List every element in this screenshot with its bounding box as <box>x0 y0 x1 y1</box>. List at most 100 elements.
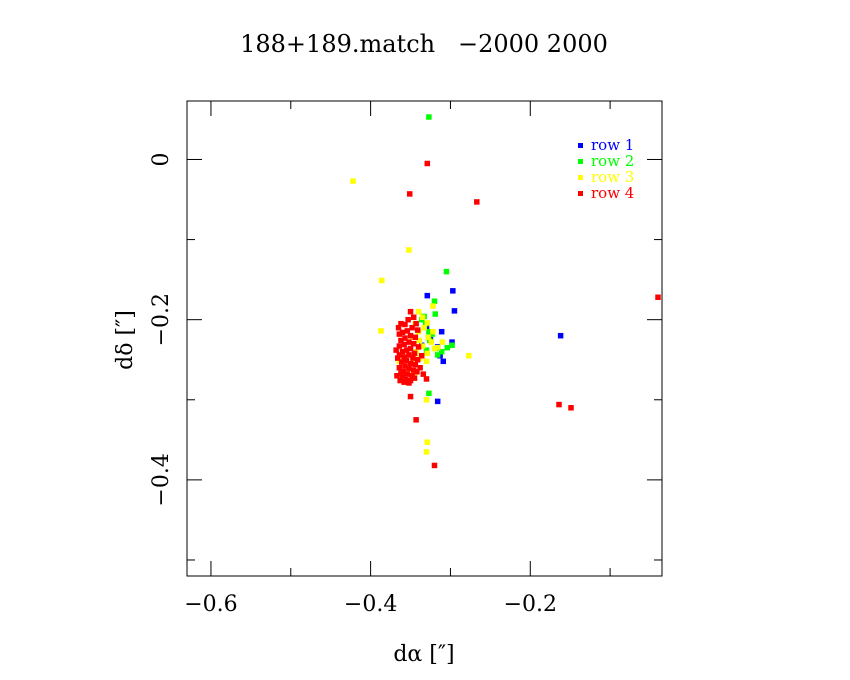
data-point <box>398 370 404 377</box>
data-point <box>393 347 399 353</box>
data-point <box>438 348 445 355</box>
data-point <box>379 277 385 284</box>
data-point <box>414 356 421 363</box>
x-tick-label: −0.4 <box>344 592 397 617</box>
x-tick-label: −0.6 <box>184 592 237 617</box>
data-point <box>401 341 407 348</box>
legend-label: row 4 <box>591 184 634 202</box>
data-point <box>426 390 432 397</box>
data-point <box>402 363 408 369</box>
data-point <box>411 375 418 381</box>
data-point <box>350 178 356 184</box>
data-point <box>410 355 416 361</box>
data-point <box>423 358 430 365</box>
data-point <box>430 328 436 335</box>
legend-label: row 2 <box>591 152 634 170</box>
data-point <box>398 320 404 327</box>
data-point <box>399 329 406 336</box>
data-point <box>655 294 661 300</box>
data-point <box>397 377 403 384</box>
data-point <box>407 332 414 339</box>
data-point <box>410 340 417 347</box>
data-point <box>428 339 435 345</box>
y-tick-label: −0.4 <box>149 453 174 506</box>
x-axis-label: dα [″] <box>393 642 454 667</box>
axis-ticks <box>187 101 662 576</box>
data-point <box>407 360 414 367</box>
data-point <box>417 364 423 371</box>
data-point <box>406 191 413 197</box>
data-point <box>407 345 414 352</box>
data-point <box>434 398 441 405</box>
data-point <box>402 321 408 328</box>
data-point <box>438 328 445 335</box>
data-point <box>407 308 414 315</box>
data-point <box>424 160 431 167</box>
data-point <box>434 344 441 351</box>
data-point <box>398 337 404 344</box>
data-point <box>419 314 426 321</box>
data-point <box>412 361 419 368</box>
data-point <box>421 324 427 331</box>
data-point <box>423 376 430 382</box>
data-point <box>414 368 420 375</box>
data-point <box>404 328 411 334</box>
data-point <box>423 347 430 353</box>
data-point <box>395 355 401 361</box>
plot-frame <box>186 100 663 577</box>
data-point <box>430 303 436 309</box>
data-point <box>415 308 422 315</box>
data-point <box>414 327 421 333</box>
data-point <box>557 332 564 339</box>
data-point <box>434 352 441 358</box>
legend-marker <box>578 159 583 164</box>
data-point <box>451 308 458 314</box>
data-point <box>444 344 451 351</box>
data-point <box>424 292 431 299</box>
legend-label: row 3 <box>591 168 634 186</box>
data-point <box>398 359 405 365</box>
data-point <box>431 462 438 469</box>
data-point <box>424 320 431 326</box>
data-point <box>399 374 406 381</box>
data-point <box>378 328 384 334</box>
data-point <box>413 417 419 423</box>
data-point <box>439 339 446 345</box>
data-point <box>396 364 403 371</box>
data-point <box>411 350 418 357</box>
data-point <box>416 337 423 344</box>
data-point <box>401 379 407 385</box>
data-point <box>419 343 426 349</box>
data-point <box>431 345 438 352</box>
data-point <box>415 344 422 350</box>
data-point <box>409 324 415 331</box>
data-point <box>406 365 412 372</box>
data-point <box>406 247 412 253</box>
data-point <box>423 449 430 455</box>
legend-marker <box>578 143 583 148</box>
data-point <box>431 298 438 305</box>
data-point <box>401 354 407 361</box>
legend-marker <box>578 191 583 196</box>
data-point <box>399 348 406 355</box>
data-point <box>418 352 425 359</box>
data-point <box>407 393 414 400</box>
data-point <box>426 114 432 120</box>
y-tick-label: −0.2 <box>149 293 174 346</box>
y-tick-label: 0 <box>149 152 174 166</box>
data-point <box>394 372 400 379</box>
tick-labels: −0.6 −0.4 −0.2 0 −0.2 −0.4 <box>149 152 557 617</box>
data-point <box>450 288 456 294</box>
data-point <box>449 342 455 349</box>
data-point <box>568 405 574 411</box>
data-point <box>396 343 403 349</box>
data-point <box>406 339 412 345</box>
data-point <box>403 357 410 364</box>
chart-title: 188+189.match −2000 2000 <box>240 30 608 58</box>
data-point <box>556 401 562 408</box>
data-point <box>405 316 411 323</box>
data-points <box>350 114 661 469</box>
data-point <box>423 397 430 403</box>
legend-marker <box>578 175 583 180</box>
